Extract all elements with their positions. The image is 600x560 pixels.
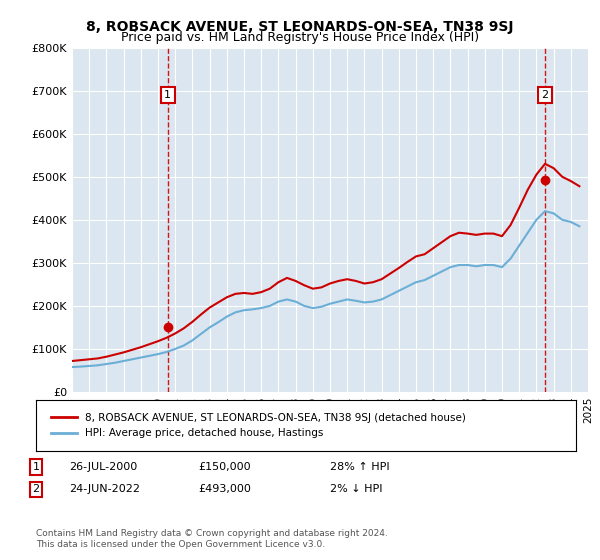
Text: £493,000: £493,000 [198, 484, 251, 494]
Text: 2% ↓ HPI: 2% ↓ HPI [330, 484, 383, 494]
Text: 1: 1 [32, 462, 40, 472]
Text: 2: 2 [541, 90, 548, 100]
Text: 24-JUN-2022: 24-JUN-2022 [69, 484, 140, 494]
Text: Price paid vs. HM Land Registry's House Price Index (HPI): Price paid vs. HM Land Registry's House … [121, 31, 479, 44]
Text: Contains HM Land Registry data © Crown copyright and database right 2024.
This d: Contains HM Land Registry data © Crown c… [36, 529, 388, 549]
Text: 28% ↑ HPI: 28% ↑ HPI [330, 462, 389, 472]
Text: £150,000: £150,000 [198, 462, 251, 472]
Text: 2: 2 [32, 484, 40, 494]
Legend: 8, ROBSACK AVENUE, ST LEONARDS-ON-SEA, TN38 9SJ (detached house), HPI: Average p: 8, ROBSACK AVENUE, ST LEONARDS-ON-SEA, T… [47, 409, 470, 442]
Text: 8, ROBSACK AVENUE, ST LEONARDS-ON-SEA, TN38 9SJ: 8, ROBSACK AVENUE, ST LEONARDS-ON-SEA, T… [86, 20, 514, 34]
Text: 1: 1 [164, 90, 172, 100]
Text: 26-JUL-2000: 26-JUL-2000 [69, 462, 137, 472]
